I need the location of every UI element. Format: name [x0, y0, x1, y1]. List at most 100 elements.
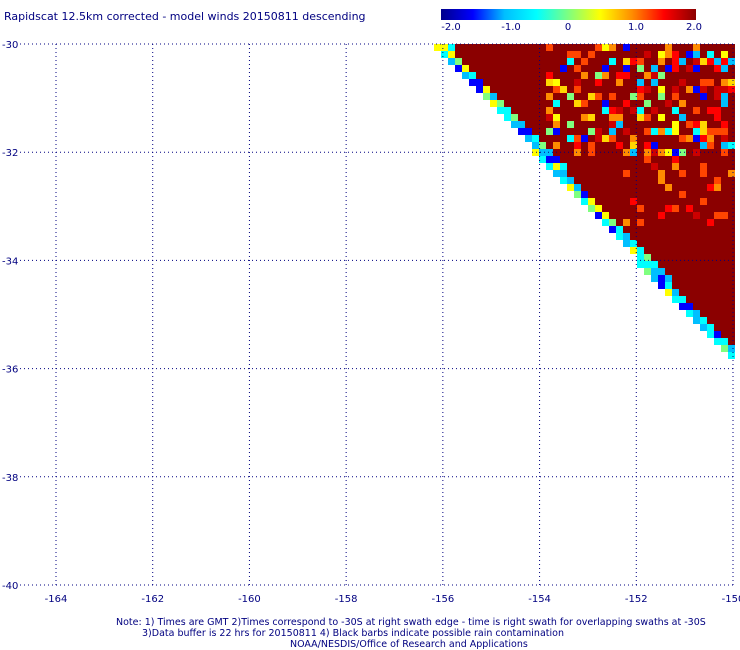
field-cell [721, 93, 728, 100]
field-cell [686, 156, 693, 163]
field-cell [637, 191, 644, 198]
field-cell [658, 65, 665, 72]
field-cell [658, 282, 665, 289]
field-cell [623, 79, 630, 86]
field-cell [616, 65, 623, 72]
colorbar [441, 9, 696, 20]
field-cell [553, 93, 560, 100]
field-cell [700, 296, 707, 303]
note-line-1: Note: 1) Times are GMT 2)Times correspon… [116, 617, 706, 628]
field-cell [679, 51, 686, 58]
field-cell [630, 184, 637, 191]
field-cell [637, 142, 644, 149]
field-cell [721, 205, 728, 212]
field-cell [637, 156, 644, 163]
field-cell [490, 58, 497, 65]
field-cell [609, 156, 616, 163]
field-cell [609, 212, 616, 219]
x-tick-label: -156 [432, 594, 455, 605]
field-cell [728, 324, 735, 331]
field-cell [651, 163, 658, 170]
field-cell [714, 156, 721, 163]
field-cell [483, 72, 490, 79]
field-cell [581, 86, 588, 93]
field-cell [721, 282, 728, 289]
field-cell [609, 93, 616, 100]
field-cell [714, 338, 721, 345]
field-cell [728, 352, 735, 359]
field-cell [686, 86, 693, 93]
field-cell [574, 170, 581, 177]
field-cell [665, 219, 672, 226]
field-cell [504, 44, 511, 51]
field-cell [609, 65, 616, 72]
field-cell [658, 128, 665, 135]
field-cell [707, 149, 714, 156]
field-cell [553, 114, 560, 121]
field-cell [595, 100, 602, 107]
field-cell [658, 205, 665, 212]
field-cell [553, 72, 560, 79]
field-cell [567, 58, 574, 65]
field-cell [728, 254, 735, 261]
field-cell [595, 191, 602, 198]
field-cell [567, 100, 574, 107]
field-cell [693, 268, 700, 275]
field-cell [476, 58, 483, 65]
field-cell [693, 114, 700, 121]
field-cell [588, 191, 595, 198]
field-cell [686, 247, 693, 254]
field-cell [700, 317, 707, 324]
field-cell [658, 100, 665, 107]
field-cell [609, 51, 616, 58]
field-cell [532, 114, 539, 121]
field-cell [588, 51, 595, 58]
field-cell [707, 191, 714, 198]
field-cell [672, 296, 679, 303]
field-cell [560, 149, 567, 156]
field-cell [637, 205, 644, 212]
field-cell [560, 72, 567, 79]
field-cell [609, 198, 616, 205]
field-cell [665, 240, 672, 247]
field-cell [553, 107, 560, 114]
field-cell [588, 149, 595, 156]
field-cell [581, 128, 588, 135]
field-cell [511, 72, 518, 79]
field-cell [553, 86, 560, 93]
field-cell [672, 65, 679, 72]
field-cell [644, 191, 651, 198]
field-cell [644, 163, 651, 170]
field-cell [693, 72, 700, 79]
field-cell [553, 44, 560, 51]
field-cell [658, 177, 665, 184]
field-cell [616, 44, 623, 51]
field-cell [728, 212, 735, 219]
field-cell [700, 282, 707, 289]
field-cell [462, 72, 469, 79]
field-cell [707, 44, 714, 51]
field-cell [595, 107, 602, 114]
field-cell [707, 156, 714, 163]
field-cell [686, 282, 693, 289]
field-cell [602, 198, 609, 205]
field-cell [707, 219, 714, 226]
field-cell [679, 275, 686, 282]
field-cell [686, 149, 693, 156]
field-cell [679, 163, 686, 170]
field-cell [630, 51, 637, 58]
field-cell [616, 114, 623, 121]
field-cell [525, 107, 532, 114]
field-cell [686, 240, 693, 247]
field-cell [721, 240, 728, 247]
field-cell [546, 65, 553, 72]
field-cell [693, 93, 700, 100]
field-cell [686, 254, 693, 261]
field-cell [700, 289, 707, 296]
field-cell [574, 100, 581, 107]
field-cell [686, 65, 693, 72]
field-cell [700, 254, 707, 261]
field-cell [651, 142, 658, 149]
field-cell [637, 254, 644, 261]
field-cell [721, 247, 728, 254]
